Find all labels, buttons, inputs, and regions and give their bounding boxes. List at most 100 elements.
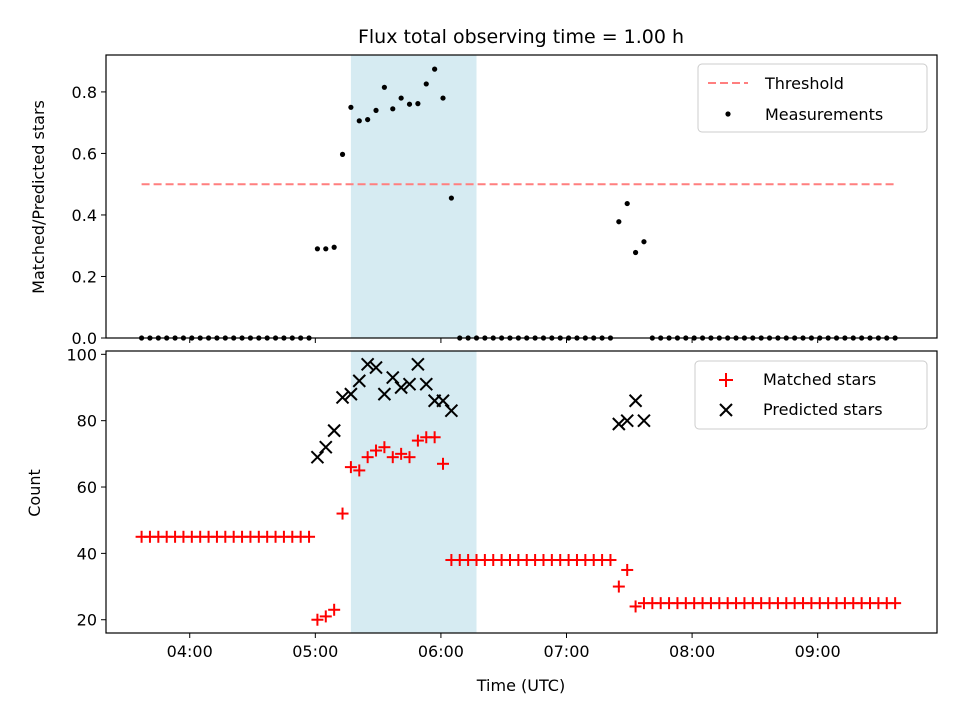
- matched-star-point: [361, 451, 374, 464]
- count-points: [135, 357, 902, 626]
- x-tick-label: 07:00: [543, 642, 589, 661]
- bottom-panel: 20 40 60 80 100 04:00 05:00 06:00 07:00 08:00 09:…: [25, 345, 938, 695]
- bottom-y-axis: 20 40 60 80 100: [66, 345, 106, 630]
- measurement-point: [632, 249, 639, 256]
- top-plot-frame: [105, 54, 938, 339]
- predicted-star-point: [344, 387, 358, 401]
- x-tick-label: 05:00: [292, 642, 338, 661]
- matched-star-point: [403, 451, 416, 464]
- matched-star-point: [386, 451, 399, 464]
- measurement-point: [365, 116, 371, 123]
- measurement-point: [440, 95, 446, 101]
- predicted-star-point: [369, 360, 383, 375]
- predicted-star-point: [352, 374, 366, 388]
- y-tick-label: 20: [77, 611, 97, 630]
- measurement-point: [323, 246, 329, 252]
- predicted-star-point: [628, 394, 643, 408]
- predicted-star-point: [444, 404, 459, 418]
- y-tick-label: 80: [77, 412, 97, 431]
- legend-measurement-swatch: [725, 111, 731, 117]
- matched-star-point: [303, 530, 316, 543]
- matched-star-point: [889, 597, 902, 610]
- matched-star-point: [378, 441, 391, 454]
- top-y-axis-title: Matched/Predicted stars: [29, 100, 48, 294]
- predicted-star-point: [612, 417, 626, 431]
- y-tick-label: 0.8: [72, 83, 97, 102]
- matched-star-point: [629, 600, 642, 613]
- measurement-point: [423, 81, 429, 87]
- predicted-star-point: [620, 413, 634, 428]
- measurement-point: [406, 101, 413, 107]
- top-panel: 0.00.20.40.60.8 Matched/Predicted stars …: [29, 54, 938, 348]
- x-tick-label: 06:00: [418, 642, 464, 661]
- measurement-point: [398, 95, 404, 101]
- measurement-point: [331, 244, 337, 250]
- bottom-plot-frame: [105, 350, 938, 634]
- legend-predicted-swatch: [719, 403, 733, 417]
- predicted-star-point: [402, 377, 417, 391]
- matched-star-point: [411, 434, 424, 447]
- measurement-point: [356, 118, 362, 124]
- bottom-legend: Matched stars Predicted stars: [694, 360, 928, 430]
- top-x-ticks: [189, 338, 819, 343]
- measurement-point: [373, 107, 379, 113]
- matched-star-point: [336, 507, 349, 520]
- predicted-star-point: [419, 377, 433, 391]
- bottom-highlight-span: [350, 351, 477, 633]
- x-axis-title: Time (UTC): [476, 676, 565, 695]
- predicted-star-point: [377, 387, 392, 401]
- bottom-x-axis: 04:00 05:00 06:00 07:00 08:00 09:00: [167, 633, 841, 661]
- predicted-star-point: [319, 440, 333, 454]
- legend-predicted-label: Predicted stars: [763, 400, 883, 419]
- matched-star-point: [621, 563, 634, 576]
- x-tick-label: 04:00: [167, 642, 213, 661]
- matched-star-point: [395, 447, 408, 460]
- y-tick-label: 0.0: [72, 329, 97, 348]
- predicted-star-point: [386, 370, 400, 385]
- x-tick-label: 08:00: [669, 642, 715, 661]
- legend-matched-label: Matched stars: [763, 370, 876, 389]
- y-tick-label: 100: [66, 345, 97, 364]
- y-tick-label: 0.6: [72, 144, 97, 163]
- measurement-point: [381, 84, 387, 90]
- measurement-point: [339, 151, 346, 157]
- matched-star-point: [319, 610, 332, 623]
- matched-star-point: [311, 613, 324, 626]
- matched-star-point: [612, 580, 625, 593]
- measurement-point: [448, 195, 454, 201]
- predicted-star-point: [436, 394, 450, 408]
- y-tick-label: 40: [77, 544, 97, 563]
- y-tick-label: 0.4: [72, 206, 97, 225]
- matched-star-point: [428, 431, 441, 444]
- predicted-star-point: [327, 423, 341, 438]
- predicted-star-point: [411, 357, 425, 371]
- matched-star-point: [344, 461, 357, 474]
- measurement-point: [314, 246, 321, 252]
- x-tick-label: 09:00: [795, 642, 841, 661]
- figure-title: Flux total observing time = 1.00 h: [358, 26, 684, 48]
- matched-star-point: [370, 444, 383, 457]
- predicted-star-point: [637, 413, 651, 428]
- measurement-point: [616, 219, 622, 225]
- top-highlight-span: [350, 55, 477, 338]
- measurement-point: [348, 104, 354, 110]
- predicted-star-point: [394, 380, 408, 395]
- measurement-point: [641, 239, 647, 245]
- measurement-point: [624, 200, 630, 207]
- y-tick-label: 60: [77, 478, 97, 497]
- matched-star-point: [437, 457, 450, 470]
- predicted-star-point: [335, 390, 350, 405]
- measurement-point: [432, 66, 438, 72]
- matched-star-point: [353, 464, 366, 477]
- predicted-star-point: [360, 357, 375, 371]
- y-tick-label: 0.2: [72, 267, 97, 286]
- top-legend: Threshold Measurements: [697, 63, 928, 133]
- bottom-y-axis-title: Count: [25, 469, 44, 517]
- predicted-star-point: [310, 450, 325, 464]
- legend-threshold-label: Threshold: [764, 74, 844, 93]
- measurement-point: [390, 106, 396, 112]
- legend-measurement-label: Measurements: [765, 105, 883, 124]
- measurement-point: [415, 101, 421, 107]
- legend-matched-swatch: [719, 373, 733, 387]
